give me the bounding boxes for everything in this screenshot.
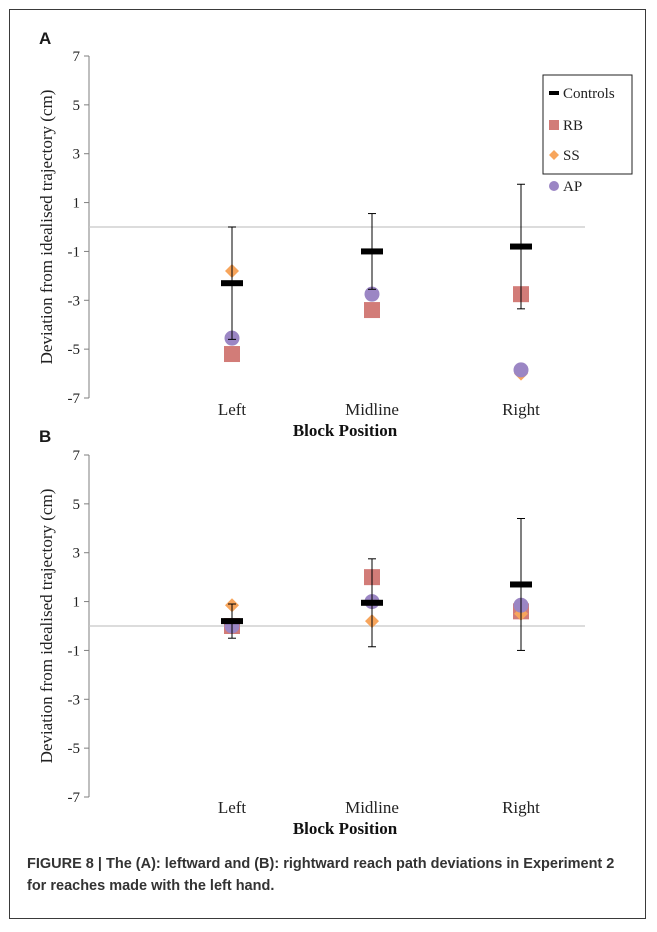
- y-tick-label: 7: [73, 49, 81, 65]
- y-tick-label: 5: [73, 497, 81, 513]
- y-tick-label: -7: [68, 391, 81, 407]
- y-tick-label: 1: [73, 595, 81, 611]
- controls-point: [361, 599, 383, 606]
- controls-point: [221, 280, 243, 287]
- x-axis-title: Block Position: [293, 421, 398, 440]
- legend-label: SS: [563, 148, 580, 164]
- y-tick-label: -3: [68, 692, 81, 708]
- y-tick-label: 1: [73, 196, 81, 212]
- legend-label: RB: [563, 118, 583, 134]
- legend-marker-ap: [549, 181, 559, 191]
- chart-panel-b: B 7 5 3 1 -1 -3 -5 -7 Deviation from idealised tr…: [37, 427, 585, 838]
- chart-panel-a: A 7 5 3 1 -1 -3 -5 -7 Deviation from idealised tr…: [37, 29, 633, 440]
- legend-marker-rb: [549, 120, 559, 130]
- y-tick-label: -7: [68, 790, 81, 806]
- y-tick-label: -1: [68, 244, 81, 260]
- y-axis-title: Deviation from idealised trajectory (cm): [37, 90, 56, 365]
- x-category-label: Left: [218, 798, 247, 817]
- rb-point: [224, 346, 240, 363]
- legend: Controls RB SS AP: [542, 74, 633, 195]
- x-axis-title: Block Position: [293, 819, 398, 838]
- legend-marker-controls: [549, 91, 559, 95]
- controls-point: [221, 618, 243, 625]
- ap-point: [364, 286, 380, 302]
- controls-point: [361, 248, 383, 255]
- figure-frame: [9, 9, 646, 919]
- y-tick-label: -1: [68, 643, 81, 659]
- figure-caption: FIGURE 8 | The (A): leftward and (B): ri…: [27, 856, 615, 894]
- legend-marker-ss: [549, 150, 559, 160]
- x-category-label: Left: [218, 400, 247, 419]
- y-axis-title: Deviation from idealised trajectory (cm): [37, 489, 56, 764]
- y-tick-label: 3: [73, 546, 81, 562]
- panel-letter: A: [39, 29, 51, 48]
- y-tick-label: 5: [73, 98, 81, 114]
- x-category-label: Midline: [345, 400, 399, 419]
- y-tick-label: 3: [73, 147, 81, 163]
- y-tick-label: 7: [73, 448, 81, 464]
- x-category-label: Midline: [345, 798, 399, 817]
- panel-letter: B: [39, 427, 51, 446]
- legend-label: AP: [563, 179, 582, 195]
- y-tick-label: -5: [68, 741, 81, 757]
- ap-point: [513, 362, 529, 378]
- y-tick-label: -5: [68, 342, 81, 358]
- rb-point: [364, 302, 380, 319]
- y-tick-label: -3: [68, 293, 81, 309]
- x-category-label: Right: [502, 798, 540, 817]
- controls-point: [510, 581, 532, 588]
- x-category-label: Right: [502, 400, 540, 419]
- legend-label: Controls: [563, 86, 615, 102]
- controls-point: [510, 243, 532, 250]
